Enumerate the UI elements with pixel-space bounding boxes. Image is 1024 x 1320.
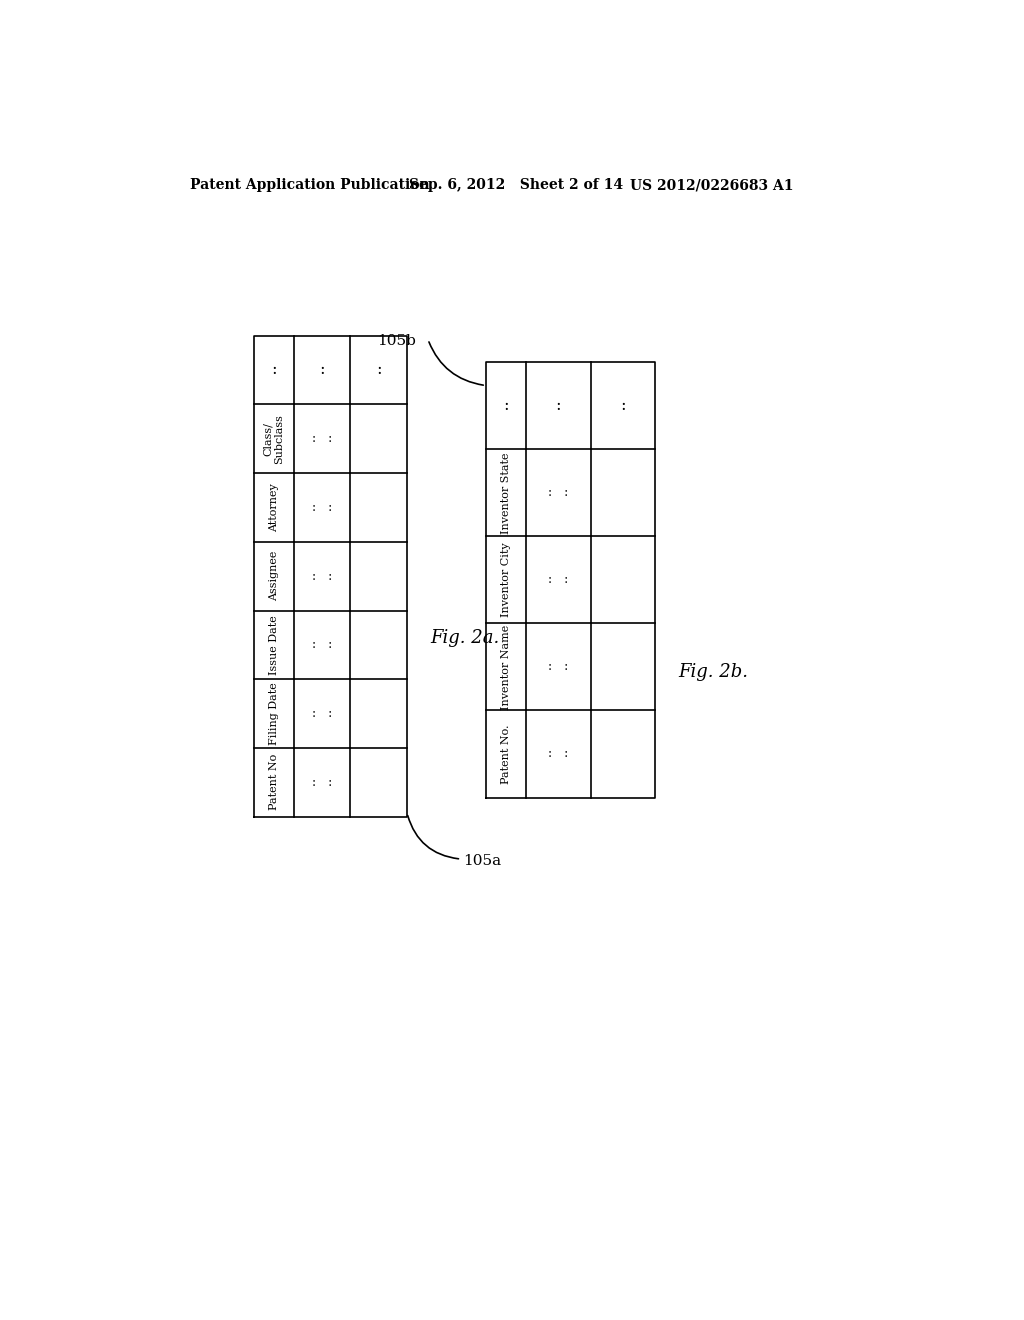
- Text: US 2012/0226683 A1: US 2012/0226683 A1: [630, 178, 794, 193]
- Text: 105b: 105b: [378, 334, 417, 348]
- Text: Inventor City: Inventor City: [501, 543, 511, 618]
- Text: :: :: [504, 397, 509, 414]
- Text: :   :: : :: [312, 570, 332, 582]
- Text: :   :: : :: [312, 432, 332, 445]
- Text: :   :: : :: [549, 487, 568, 499]
- Text: :   :: : :: [312, 639, 332, 651]
- Text: Fig. 2a.: Fig. 2a.: [430, 628, 500, 647]
- Text: :: :: [620, 397, 626, 414]
- Text: :: :: [376, 362, 382, 379]
- Text: Attorney: Attorney: [268, 483, 279, 532]
- Text: Patent Application Publication: Patent Application Publication: [190, 178, 430, 193]
- Text: Assignee: Assignee: [268, 550, 279, 602]
- Text: Issue Date: Issue Date: [268, 615, 279, 675]
- Text: Patent No: Patent No: [268, 754, 279, 810]
- Text: :: :: [556, 397, 561, 414]
- Text: Patent No.: Patent No.: [501, 725, 511, 784]
- Text: Sep. 6, 2012   Sheet 2 of 14: Sep. 6, 2012 Sheet 2 of 14: [410, 178, 624, 193]
- Text: 105a: 105a: [464, 854, 502, 869]
- Text: :: :: [271, 362, 276, 379]
- Text: :   :: : :: [312, 708, 332, 721]
- Text: Class/
Subclass: Class/ Subclass: [263, 413, 285, 463]
- Text: :   :: : :: [312, 776, 332, 789]
- Text: Fig. 2b.: Fig. 2b.: [678, 664, 749, 681]
- Text: :   :: : :: [549, 747, 568, 760]
- Text: :   :: : :: [549, 660, 568, 673]
- Text: Inventor Name: Inventor Name: [501, 624, 511, 710]
- Text: :: :: [319, 362, 325, 379]
- Text: :   :: : :: [549, 573, 568, 586]
- Text: Inventor State: Inventor State: [501, 453, 511, 533]
- Text: :   :: : :: [312, 500, 332, 513]
- Text: Filing Date: Filing Date: [268, 682, 279, 744]
